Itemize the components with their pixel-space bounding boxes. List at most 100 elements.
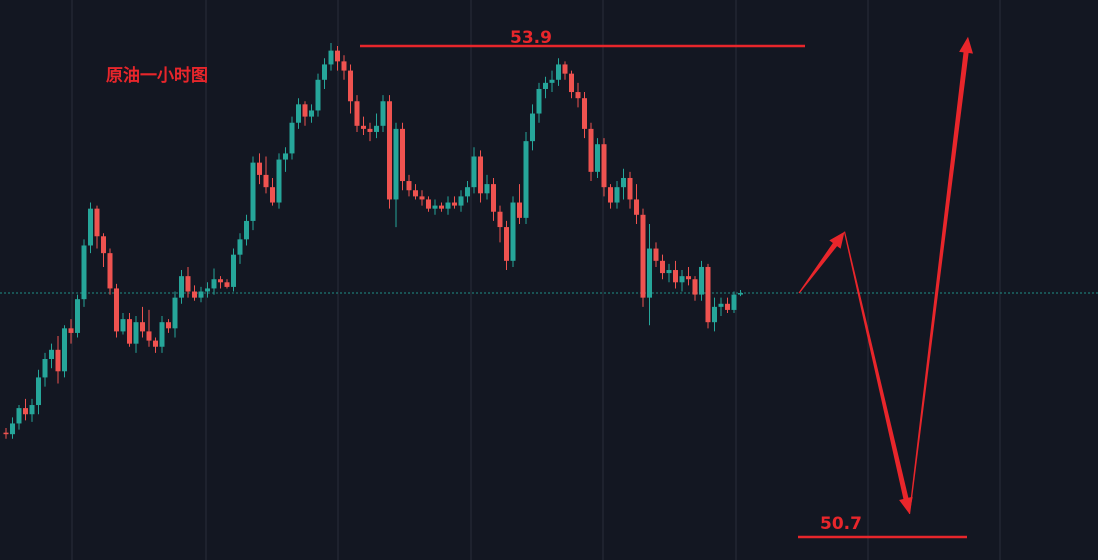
candle — [679, 276, 685, 283]
candle — [120, 319, 126, 332]
candle — [497, 211, 503, 228]
candle — [322, 64, 327, 80]
candle — [81, 245, 87, 300]
candle — [614, 187, 620, 203]
candle — [192, 291, 197, 298]
candle — [42, 359, 48, 378]
candle — [211, 279, 217, 289]
resistance-label: 53.9 — [510, 28, 552, 48]
candle — [530, 113, 535, 142]
candle — [133, 322, 139, 344]
candle — [712, 306, 717, 323]
candle — [471, 156, 477, 188]
candle — [296, 104, 301, 123]
candle — [400, 128, 405, 182]
candle — [289, 122, 295, 154]
candle — [575, 92, 581, 99]
candle — [595, 144, 600, 172]
candle — [218, 279, 223, 283]
candle — [10, 423, 15, 435]
candle — [140, 322, 145, 332]
candle — [692, 279, 698, 295]
candle — [335, 50, 340, 62]
candle — [549, 79, 555, 83]
candle — [432, 205, 438, 209]
candle — [666, 270, 672, 274]
candle — [731, 294, 737, 310]
candle — [406, 181, 412, 191]
candle — [673, 270, 678, 283]
candle — [413, 190, 418, 197]
candle — [562, 64, 568, 74]
candle — [3, 432, 9, 435]
candle — [536, 88, 542, 114]
candle — [309, 110, 314, 117]
candle — [23, 408, 28, 415]
candle — [621, 177, 626, 188]
candle — [185, 276, 191, 292]
candle — [114, 288, 119, 332]
candle — [523, 141, 529, 218]
candle — [101, 236, 106, 254]
candle — [465, 187, 470, 197]
candle — [68, 328, 74, 333]
candle — [205, 288, 210, 292]
candle — [224, 282, 230, 287]
candle — [725, 303, 730, 310]
candle — [354, 101, 360, 126]
candle — [478, 156, 483, 194]
candle — [49, 349, 54, 360]
candle — [608, 187, 613, 203]
candle — [166, 322, 171, 329]
candle — [393, 128, 399, 200]
candle — [738, 293, 743, 295]
candle — [348, 70, 353, 102]
chart-title: 原油一小时图 — [106, 66, 208, 86]
candle — [55, 349, 61, 372]
candle — [172, 297, 178, 329]
candle — [556, 64, 561, 80]
candle — [198, 291, 204, 298]
candle — [699, 266, 704, 295]
candle — [445, 202, 451, 209]
candle — [458, 196, 464, 206]
candle — [601, 144, 607, 188]
candle — [62, 328, 67, 372]
candle — [88, 208, 93, 246]
candle — [328, 50, 334, 65]
candle — [341, 61, 347, 71]
candle — [439, 205, 444, 209]
candle — [250, 162, 256, 221]
candle — [127, 319, 132, 344]
forecast-arrow — [908, 36, 973, 515]
candle — [361, 125, 366, 129]
candle — [231, 254, 236, 287]
forecast-arrow — [843, 231, 913, 514]
forecast-arrow — [798, 231, 845, 294]
candle — [367, 128, 373, 132]
candle — [107, 253, 113, 289]
candle — [159, 322, 165, 347]
candle — [634, 199, 639, 215]
candle — [257, 162, 262, 175]
candle — [582, 98, 587, 129]
candle — [29, 405, 35, 415]
candle — [484, 184, 490, 194]
candle — [660, 260, 665, 274]
candle — [374, 125, 379, 132]
candle — [283, 153, 288, 160]
candle — [569, 73, 574, 93]
candle — [263, 174, 269, 188]
candle — [153, 340, 158, 347]
candle — [94, 208, 100, 237]
candle — [426, 199, 431, 209]
candle — [75, 299, 80, 333]
candle — [504, 227, 509, 261]
candle — [276, 159, 282, 203]
candle — [588, 128, 594, 172]
candle — [16, 408, 22, 424]
candle — [36, 377, 41, 406]
candle — [653, 248, 659, 261]
candle — [640, 214, 646, 298]
candle — [686, 276, 691, 280]
